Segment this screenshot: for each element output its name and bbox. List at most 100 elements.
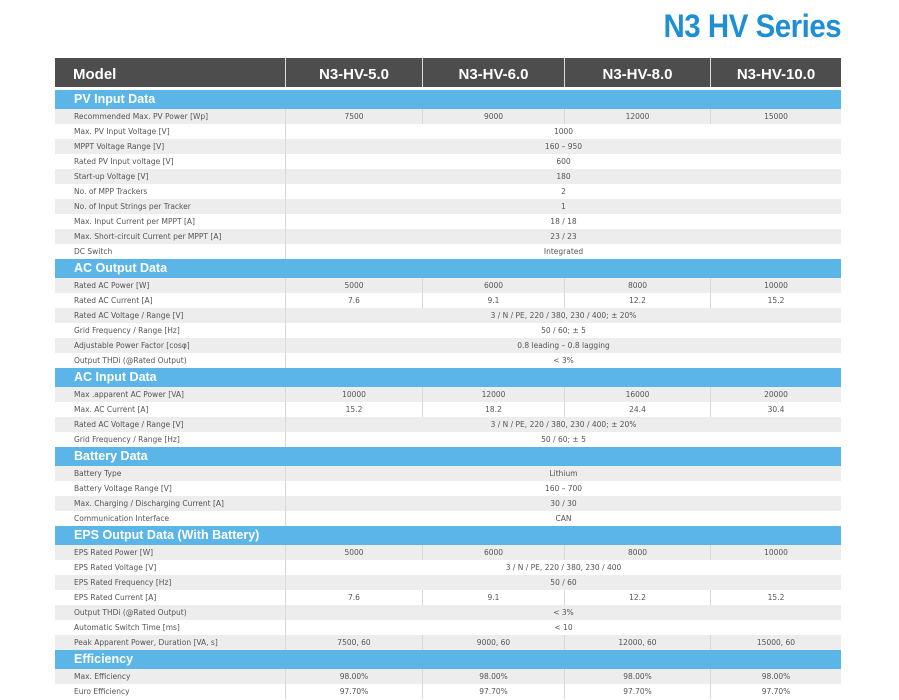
row-value: 3 / N / PE, 220 / 380, 230 / 400; ± 20% [285, 417, 841, 432]
table-row: Battery Type Lithium [55, 466, 841, 481]
row-label: Battery Voltage Range [V] [74, 484, 172, 493]
row-label: EPS Rated Current [A] [74, 593, 157, 602]
row-value: 23 / 23 [285, 229, 841, 244]
section-header: Efficiency [55, 650, 841, 669]
row-value: 15.2 [285, 402, 422, 417]
table-row: Automatic Switch Time [ms] < 10 [55, 620, 841, 635]
row-value: 97.70% [564, 684, 710, 699]
row-value: 7500, 60 [285, 635, 422, 650]
row-value: 9.1 [422, 590, 564, 605]
table-row: No. of MPP Trackers 2 [55, 184, 841, 199]
row-label: EPS Rated Frequency [Hz] [74, 578, 172, 587]
row-label: Adjustable Power Factor [cosφ] [74, 341, 190, 350]
row-value: CAN [285, 511, 841, 526]
row-value: 12.2 [564, 293, 710, 308]
row-value: 50 / 60 [285, 575, 841, 590]
section-header: PV Input Data [55, 90, 841, 109]
row-value: 7.6 [285, 590, 422, 605]
row-value: 16000 [564, 387, 710, 402]
table-row: No. of Input Strings per Tracker 1 [55, 199, 841, 214]
row-label: Grid Frequency / Range [Hz] [74, 326, 180, 335]
table-row: Rated AC Power [W] 5000 6000 8000 10000 [55, 278, 841, 293]
row-value: 15000 [710, 109, 841, 124]
row-label: Max. Input Current per MPPT [A] [74, 217, 195, 226]
row-value: 18.2 [422, 402, 564, 417]
row-label: Recommended Max. PV Power [Wp] [74, 112, 209, 121]
row-label: Max. PV Input Voltage [V] [74, 127, 170, 136]
row-value: Lithium [285, 466, 841, 481]
row-value: 3 / N / PE, 220 / 380, 230 / 400; ± 20% [285, 308, 841, 323]
row-value: 15.2 [710, 293, 841, 308]
table-body: PV Input Data Recommended Max. PV Power [… [55, 90, 841, 699]
row-value: 50 / 60; ± 5 [285, 432, 841, 447]
row-label: DC Switch [74, 247, 113, 256]
row-value: 18 / 18 [285, 214, 841, 229]
row-label: Rated AC Voltage / Range [V] [74, 311, 184, 320]
row-value: 97.70% [422, 684, 564, 699]
row-value: 98.00% [564, 669, 710, 684]
row-value: < 3% [285, 353, 841, 368]
row-value: 7500 [285, 109, 422, 124]
table-row: Max. AC Current [A] 15.2 18.2 24.4 30.4 [55, 402, 841, 417]
row-value: 0.8 leading – 0.8 lagging [285, 338, 841, 353]
section-header: EPS Output Data (With Battery) [55, 526, 841, 545]
row-value: 97.70% [710, 684, 841, 699]
row-label: EPS Rated Voltage [V] [74, 563, 157, 572]
row-value: 600 [285, 154, 841, 169]
row-label: Rated AC Voltage / Range [V] [74, 420, 184, 429]
row-label: Automatic Switch Time [ms] [74, 623, 180, 632]
table-row: MPPT Voltage Range [V] 160 – 950 [55, 139, 841, 154]
table-row: EPS Rated Frequency [Hz] 50 / 60 [55, 575, 841, 590]
row-label: Peak Apparent Power, Duration [VA, s] [74, 638, 218, 647]
model-column-header: N3-HV-10.0 [710, 58, 841, 87]
table-row: DC Switch Integrated [55, 244, 841, 259]
row-label: Rated AC Current [A] [74, 296, 153, 305]
row-label: Euro Efficiency [74, 687, 130, 696]
row-value: 30.4 [710, 402, 841, 417]
model-column-header: N3-HV-8.0 [564, 58, 710, 87]
row-value: 9.1 [422, 293, 564, 308]
table-row: Euro Efficiency 97.70% 97.70% 97.70% 97.70% [55, 684, 841, 699]
row-value: 160 – 700 [285, 481, 841, 496]
table-row: Output THDi (@Rated Output) < 3% [55, 605, 841, 620]
row-value: 1000 [285, 124, 841, 139]
row-value: 30 / 30 [285, 496, 841, 511]
row-value: 5000 [285, 545, 422, 560]
table-row: Recommended Max. PV Power [Wp] 7500 9000 12… [55, 109, 841, 124]
row-value: Integrated [285, 244, 841, 259]
row-value: 10000 [710, 278, 841, 293]
table-row: Max. Efficiency 98.00% 98.00% 98.00% 98.00% [55, 669, 841, 684]
row-label: Output THDi (@Rated Output) [74, 356, 187, 365]
table-row: EPS Rated Voltage [V] 3 / N / PE, 220 / 3… [55, 560, 841, 575]
spec-table: Model N3-HV-5.0 N3-HV-6.0 N3-HV-8.0 N3-H… [55, 58, 841, 699]
row-value: 6000 [422, 278, 564, 293]
table-row: Max .apparent AC Power [VA] 10000 12000 160… [55, 387, 841, 402]
row-label: Output THDi (@Rated Output) [74, 608, 187, 617]
row-value: 6000 [422, 545, 564, 560]
table-row: Rated PV Input voltage [V] 600 [55, 154, 841, 169]
row-value: 160 – 950 [285, 139, 841, 154]
row-label: Battery Type [74, 469, 122, 478]
row-value: 98.00% [422, 669, 564, 684]
table-row: Grid Frequency / Range [Hz] 50 / 60; ± 5 [55, 323, 841, 338]
table-row: Max. PV Input Voltage [V] 1000 [55, 124, 841, 139]
row-label: Rated AC Power [W] [74, 281, 150, 290]
row-value: 12.2 [564, 590, 710, 605]
row-value: 50 / 60; ± 5 [285, 323, 841, 338]
row-value: 98.00% [710, 669, 841, 684]
row-value: 1 [285, 199, 841, 214]
table-header: Model N3-HV-5.0 N3-HV-6.0 N3-HV-8.0 N3-H… [55, 58, 841, 87]
model-column-header: N3-HV-6.0 [422, 58, 564, 87]
row-value: 10000 [710, 545, 841, 560]
page-title: N3 HV Series [663, 8, 841, 44]
table-row: Max. Short-circuit Current per MPPT [A] 2… [55, 229, 841, 244]
table-row: Grid Frequency / Range [Hz] 50 / 60; ± 5 [55, 432, 841, 447]
row-value: 5000 [285, 278, 422, 293]
table-row: Max. Input Current per MPPT [A] 18 / 18 [55, 214, 841, 229]
row-value: 12000 [422, 387, 564, 402]
row-label: Communication Interface [74, 514, 170, 523]
row-label: No. of MPP Trackers [74, 187, 148, 196]
row-value: 24.4 [564, 402, 710, 417]
table-row: Adjustable Power Factor [cosφ] 0.8 leadin… [55, 338, 841, 353]
table-row: Rated AC Voltage / Range [V] 3 / N / PE, … [55, 417, 841, 432]
